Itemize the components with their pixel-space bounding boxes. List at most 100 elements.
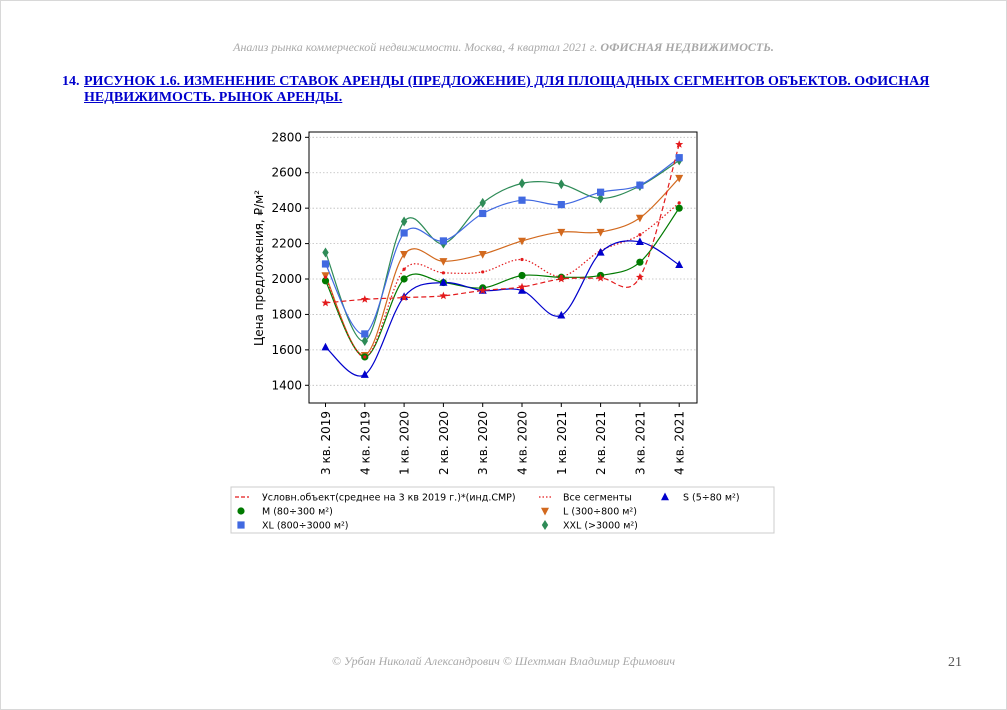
data-point (675, 140, 684, 148)
caption-number: 14. (62, 74, 80, 89)
y-tick-label: 2200 (271, 237, 302, 251)
plot-frame (308, 131, 698, 404)
caption-text: РИСУНОК 1.6. ИЗМЕНЕНИЕ СТАВОК АРЕНДЫ (ПР… (84, 74, 930, 105)
legend-label: S (5÷80 м²) (683, 493, 740, 504)
data-point (520, 257, 524, 262)
x-tick-label: 4 кв. 2019 (358, 411, 372, 475)
legend-label: L (300÷800 м²) (563, 507, 637, 518)
data-point (439, 237, 447, 245)
legend-label: Условн.объект(среднее на 3 кв 2019 г.)*(… (262, 493, 516, 504)
legend-swatch (541, 520, 549, 530)
y-axis-ticks: 1400 1600 1800 2000 2200 2400 2600 2800 (271, 130, 309, 392)
x-tick-label: 3 кв. 2019 (319, 411, 333, 475)
data-point (361, 330, 369, 338)
grid-lines (309, 136, 697, 386)
y-tick-label: 2600 (271, 166, 302, 180)
x-tick-label: 3 кв. 2021 (633, 411, 647, 475)
legend-swatch (237, 507, 245, 515)
data-point (596, 247, 605, 256)
data-point (518, 237, 526, 246)
data-point (441, 271, 445, 275)
data-point (635, 214, 644, 223)
y-tick-label: 2400 (271, 201, 302, 215)
header-text: Анализ рынка коммерческой недвижимости. … (233, 40, 601, 54)
y-tick-label: 2000 (271, 272, 302, 286)
x-tick-label: 1 кв. 2020 (398, 411, 412, 475)
series-lines (324, 144, 680, 377)
series-line (324, 177, 680, 356)
data-point (321, 298, 330, 307)
data-point (321, 277, 330, 285)
legend: Условн.объект(среднее на 3 кв 2019 г.)*(… (235, 492, 740, 532)
data-point (597, 193, 604, 204)
data-point (557, 201, 565, 209)
y-tick-label: 1800 (271, 307, 302, 321)
legend-swatch (661, 492, 669, 501)
data-point (518, 282, 526, 291)
data-point (400, 251, 409, 259)
data-point (321, 342, 330, 351)
data-point (478, 251, 487, 259)
data-point (675, 204, 683, 212)
data-point (321, 260, 330, 268)
y-tick-label: 1400 (271, 378, 302, 392)
series-line (324, 157, 680, 335)
x-tick-label: 2 кв. 2021 (594, 411, 608, 475)
data-point (635, 273, 644, 281)
data-point (675, 174, 684, 183)
data-point (596, 228, 605, 237)
data-point (322, 247, 329, 258)
y-axis-label: Цена предложения, ₽/м² (252, 190, 266, 346)
data-point (636, 258, 644, 266)
page-number: 21 (948, 655, 962, 670)
data-point (481, 270, 485, 274)
data-point (675, 154, 683, 162)
legend-label: M (80÷300 м²) (262, 507, 333, 518)
data-point (360, 370, 369, 378)
x-axis-ticks: 3 кв. 2019 4 кв. 2019 1 кв. 2020 2 кв. 2020… (319, 403, 687, 475)
legend-swatch (541, 507, 549, 516)
data-point (363, 355, 367, 359)
data-point (361, 336, 368, 347)
data-point (675, 260, 684, 269)
legend-label: Все сегменты (563, 493, 632, 504)
data-point (439, 278, 448, 286)
series-markers (321, 140, 684, 378)
legend-label: XXL (>3000 м²) (563, 521, 638, 532)
series-line (324, 202, 680, 358)
legend-swatch (237, 521, 245, 529)
data-point (518, 271, 526, 280)
y-tick-label: 1600 (271, 343, 302, 357)
x-tick-label: 2 кв. 2020 (437, 411, 451, 475)
data-point (479, 209, 487, 218)
data-point (518, 286, 526, 294)
x-tick-label: 4 кв. 2021 (673, 411, 687, 475)
series-line (325, 144, 680, 304)
page-header: Анализ рынка коммерческой недвижимости. … (0, 40, 1007, 55)
data-point (360, 295, 369, 303)
data-point (400, 216, 408, 227)
header-bold-text: ОФИСНАЯ НЕДВИЖИМОСТЬ. (600, 40, 774, 54)
data-point (400, 275, 408, 283)
data-point (596, 273, 605, 282)
data-point (478, 286, 487, 294)
legend-label: XL (800÷3000 м²) (262, 521, 349, 532)
data-point (439, 258, 448, 266)
data-point (518, 178, 526, 189)
data-point (518, 196, 526, 204)
x-tick-label: 4 кв. 2020 (516, 411, 530, 475)
data-point (402, 267, 406, 271)
figure-caption: 14. РИСУНОК 1.6. ИЗМЕНЕНИЕ СТАВОК АРЕНДЫ… (62, 74, 962, 106)
data-point (558, 179, 565, 190)
x-tick-label: 1 кв. 2021 (555, 411, 569, 475)
data-point (557, 274, 566, 283)
data-point (638, 233, 642, 237)
data-point (400, 229, 408, 237)
series-line (325, 240, 680, 377)
legend-box (230, 486, 775, 534)
data-point (636, 181, 644, 189)
data-point (557, 310, 566, 319)
data-point (557, 228, 566, 237)
data-point (323, 275, 328, 279)
